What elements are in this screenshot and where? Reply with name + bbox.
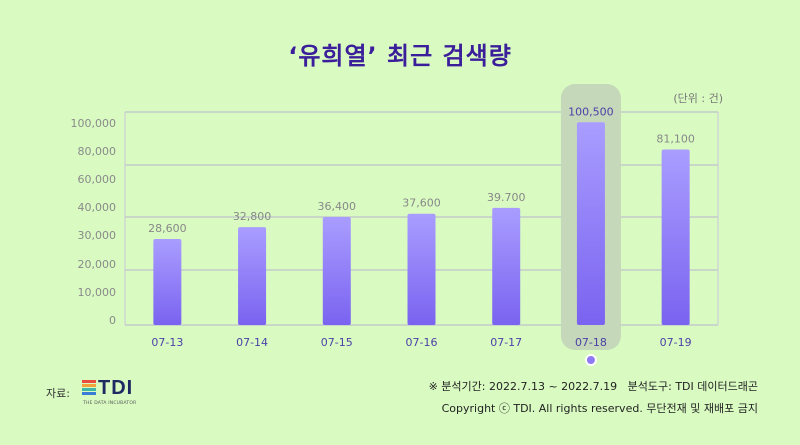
x-tick-label: 07-18: [575, 336, 607, 349]
x-tick-label: 07-13: [151, 336, 183, 349]
bars: [153, 122, 690, 325]
y-tick-label: 0: [109, 314, 116, 327]
bar-07-13: [153, 239, 182, 325]
x-tick-label: 07-16: [406, 336, 438, 349]
logo-bars-icon: [82, 380, 96, 396]
x-tick-label: 07-15: [321, 336, 353, 349]
source-label: 자료:: [46, 387, 70, 400]
y-tick-label: 30,000: [78, 229, 117, 242]
bar-07-15: [322, 217, 351, 325]
logo-text: TDI: [98, 377, 134, 399]
value-label: 81,100: [656, 132, 695, 145]
tdi-logo: TDI THE DATA INCUBATOR: [82, 377, 152, 408]
value-label: 36,400: [318, 200, 357, 213]
value-label: 39.700: [487, 191, 526, 204]
value-label: 100,500: [568, 105, 614, 118]
bar-07-14: [238, 227, 267, 325]
y-tick-label: 20,000: [78, 258, 117, 271]
x-tick-label: 07-19: [660, 336, 692, 349]
bar-07-16: [407, 213, 436, 325]
analysis-period: ※ 분석기간: 2022.7.13 ~ 2022.7.19 분석도구: TDI …: [428, 380, 758, 393]
x-tick-label: 07-14: [236, 336, 268, 349]
chart-title: ‘유희열’ 최근 검색량: [288, 42, 512, 70]
value-label: 37,600: [402, 197, 441, 210]
y-tick-label: 40,000: [78, 201, 117, 214]
copyright: Copyright ⓒ TDI. All rights reserved. 무단…: [441, 402, 758, 415]
footnote: ※ 분석기간: 2022.7.13 ~ 2022.7.19 분석도구: TDI …: [429, 376, 758, 420]
bar-07-18: [576, 122, 605, 325]
bar-07-19: [661, 149, 690, 325]
labels: 0 10,000 20,000 30,000 40,000 60,000 80,000 100…: [71, 105, 695, 349]
y-tick-label: 100,000: [71, 117, 117, 130]
x-tick-label: 07-17: [490, 336, 522, 349]
y-tick-label: 60,000: [78, 173, 117, 186]
y-tick-label: 10,000: [78, 286, 117, 299]
value-label: 28,600: [148, 222, 187, 235]
value-label: 32,800: [233, 210, 272, 223]
unit-note: (단위 : 건): [673, 92, 723, 105]
logo-subtitle: THE DATA INCUBATOR: [83, 401, 137, 406]
bar-07-17: [492, 207, 521, 325]
y-tick-label: 80,000: [78, 145, 117, 158]
highlight-marker: [584, 354, 597, 366]
